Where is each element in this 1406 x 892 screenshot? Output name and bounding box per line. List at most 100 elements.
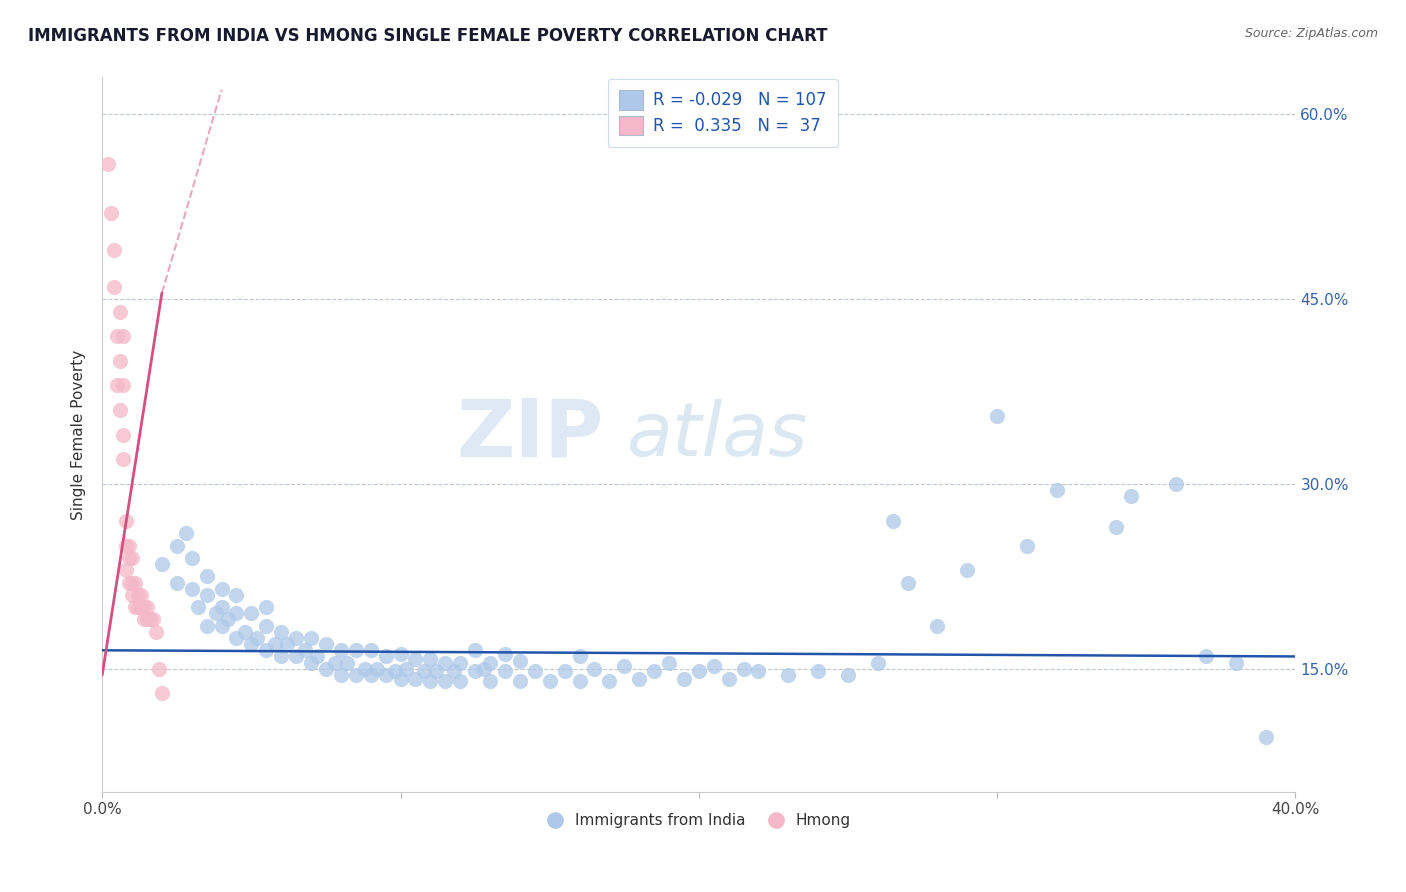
Point: [927, 618, 949, 632]
Point: [1015, 539, 1038, 553]
Text: ZIP: ZIP: [456, 396, 603, 474]
Point: [568, 674, 591, 689]
Point: [688, 665, 710, 679]
Point: [180, 550, 202, 565]
Text: Source: ZipAtlas.com: Source: ZipAtlas.com: [1244, 27, 1378, 40]
Point: [353, 662, 375, 676]
Point: [240, 637, 263, 651]
Point: [1105, 520, 1128, 534]
Point: [374, 668, 396, 682]
Point: [211, 582, 233, 596]
Point: [115, 539, 138, 553]
Point: [103, 243, 125, 257]
Point: [246, 631, 269, 645]
Point: [413, 665, 436, 679]
Point: [389, 647, 412, 661]
Point: [121, 575, 143, 590]
Point: [121, 588, 143, 602]
Point: [956, 563, 979, 577]
Point: [100, 206, 122, 220]
Point: [523, 665, 546, 679]
Point: [166, 575, 188, 590]
Point: [225, 631, 247, 645]
Point: [494, 647, 516, 661]
Point: [384, 665, 406, 679]
Point: [613, 659, 636, 673]
Point: [336, 656, 359, 670]
Point: [404, 652, 426, 666]
Point: [494, 665, 516, 679]
Point: [305, 649, 328, 664]
Point: [329, 643, 352, 657]
Point: [443, 665, 465, 679]
Point: [121, 550, 143, 565]
Point: [139, 612, 162, 626]
Point: [464, 643, 486, 657]
Point: [747, 665, 769, 679]
Point: [211, 618, 233, 632]
Point: [1225, 656, 1247, 670]
Point: [509, 654, 531, 668]
Point: [112, 452, 135, 467]
Point: [554, 665, 576, 679]
Point: [127, 588, 149, 602]
Point: [509, 674, 531, 689]
Point: [270, 624, 292, 639]
Point: [254, 600, 277, 615]
Point: [195, 588, 218, 602]
Point: [108, 304, 131, 318]
Point: [136, 612, 159, 626]
Point: [187, 600, 209, 615]
Point: [479, 674, 502, 689]
Point: [389, 672, 412, 686]
Point: [329, 668, 352, 682]
Point: [299, 656, 322, 670]
Point: [419, 652, 441, 666]
Point: [434, 656, 457, 670]
Point: [344, 643, 367, 657]
Point: [129, 588, 152, 602]
Point: [419, 674, 441, 689]
Point: [211, 600, 233, 615]
Point: [294, 643, 316, 657]
Point: [986, 409, 1008, 424]
Point: [112, 378, 135, 392]
Point: [395, 662, 418, 676]
Point: [703, 659, 725, 673]
Point: [225, 588, 247, 602]
Point: [672, 672, 695, 686]
Point: [118, 550, 141, 565]
Point: [285, 631, 308, 645]
Point: [315, 637, 337, 651]
Point: [145, 624, 167, 639]
Point: [1195, 649, 1218, 664]
Point: [897, 575, 920, 590]
Point: [118, 539, 141, 553]
Point: [108, 403, 131, 417]
Point: [132, 612, 155, 626]
Point: [112, 329, 135, 343]
Point: [129, 600, 152, 615]
Point: [1166, 477, 1188, 491]
Point: [105, 378, 128, 392]
Point: [807, 665, 830, 679]
Point: [240, 607, 263, 621]
Point: [658, 656, 681, 670]
Text: atlas: atlas: [627, 399, 808, 471]
Point: [124, 575, 146, 590]
Point: [449, 674, 471, 689]
Point: [882, 514, 904, 528]
Point: [264, 637, 287, 651]
Point: [1046, 483, 1069, 497]
Point: [112, 427, 135, 442]
Legend: Immigrants from India, Hmong: Immigrants from India, Hmong: [541, 807, 856, 834]
Point: [464, 665, 486, 679]
Point: [778, 668, 800, 682]
Point: [136, 600, 159, 615]
Point: [276, 637, 298, 651]
Point: [127, 600, 149, 615]
Y-axis label: Single Female Poverty: Single Female Poverty: [72, 350, 86, 520]
Point: [217, 612, 239, 626]
Point: [108, 353, 131, 368]
Point: [472, 662, 495, 676]
